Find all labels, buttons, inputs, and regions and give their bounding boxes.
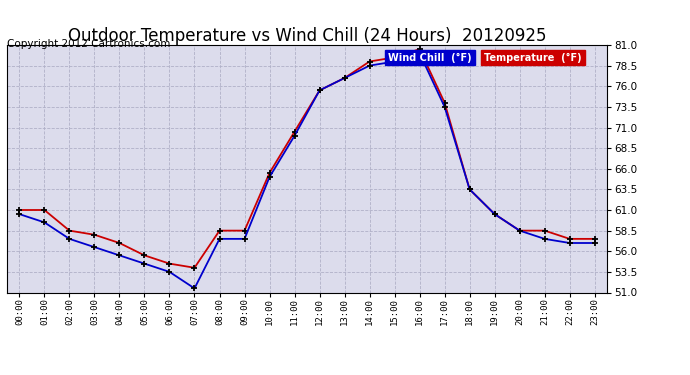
Text: Wind Chill  (°F): Wind Chill (°F) bbox=[388, 53, 472, 63]
Text: Temperature  (°F): Temperature (°F) bbox=[484, 53, 582, 63]
Text: Copyright 2012 Cartronics.com: Copyright 2012 Cartronics.com bbox=[7, 39, 170, 50]
Title: Outdoor Temperature vs Wind Chill (24 Hours)  20120925: Outdoor Temperature vs Wind Chill (24 Ho… bbox=[68, 27, 546, 45]
